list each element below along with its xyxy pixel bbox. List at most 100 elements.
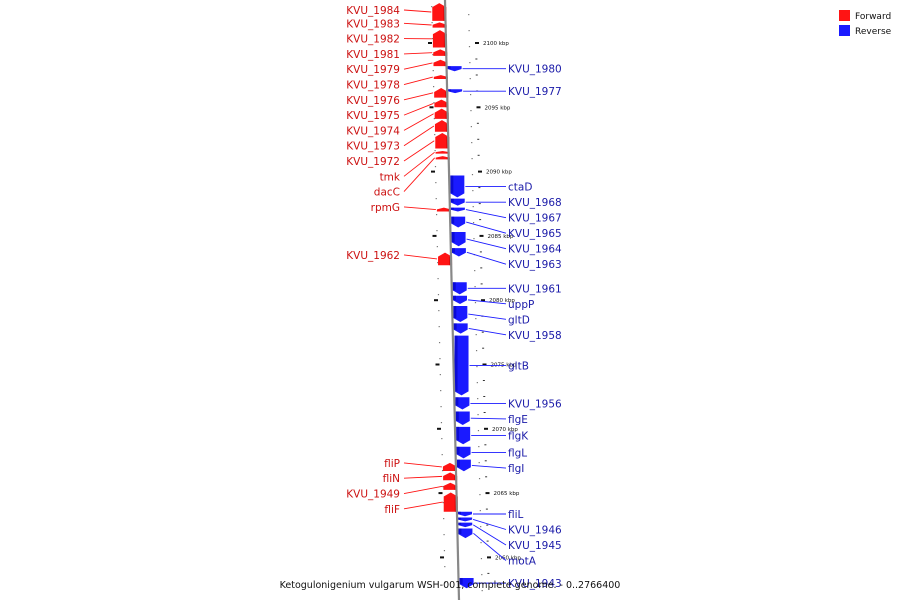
leader-line <box>403 92 434 101</box>
reverse-gene-flgk <box>456 426 471 445</box>
track-dot <box>479 510 481 512</box>
gene-label-gltd: gltD <box>508 314 530 326</box>
reverse-gene-flgk-shade <box>456 426 460 441</box>
reverse-gene-kvu-1967-shade <box>450 207 454 210</box>
scale-minor-tick <box>482 380 485 381</box>
gene-label-kvu-1967: KVU_1967 <box>508 213 562 225</box>
forward-gene-kvu-1975 <box>434 99 449 108</box>
track-dot <box>472 222 475 224</box>
scale-tick-mark-left <box>437 427 442 430</box>
track-dot <box>444 566 446 568</box>
reverse-gene-uppp-shade <box>452 295 456 301</box>
gene-label-kvu-1980: KVU_1980 <box>508 64 562 76</box>
leader-line <box>403 103 434 116</box>
gene-label-kvu-1964: KVU_1964 <box>508 244 562 256</box>
reverse-gene-mota-shade <box>458 528 462 535</box>
reverse-gene-gltb <box>454 335 469 396</box>
leader-line <box>470 417 507 420</box>
reverse-gene-flge-shade <box>455 411 459 421</box>
track-dot <box>436 230 438 232</box>
reverse-gene-kvu-1980 <box>447 66 462 72</box>
scale-minor-tick <box>475 58 478 60</box>
track-dot <box>442 486 444 488</box>
scale-tick-mark-left <box>435 363 440 366</box>
gene-label-kvu-1983: KVU_1983 <box>346 18 400 30</box>
scale-tick-mark <box>485 492 490 495</box>
gene-label-flil: fliL <box>508 509 524 521</box>
reverse-gene-mota <box>458 528 473 539</box>
track-dot <box>443 518 445 520</box>
reverse-gene-kvu-1956 <box>455 397 470 410</box>
reverse-gene-kvu-1963 <box>451 248 466 257</box>
forward-gene-kvu-1982 <box>432 30 447 48</box>
gene-label-flip: fliP <box>384 458 400 470</box>
scale-minor-tick <box>485 476 488 478</box>
reverse-gene-kvu-1958 <box>453 323 468 334</box>
forward-gene-kvu-1981 <box>433 49 448 56</box>
forward-gene-kvu-1978 <box>433 75 448 80</box>
track-dot <box>480 558 483 560</box>
gene-label-tmk: tmk <box>380 171 401 183</box>
track-dot <box>471 158 473 160</box>
scale-minor-tick <box>480 283 483 285</box>
gene-label-mota: motA <box>508 555 537 567</box>
gene-label-dacc: dacC <box>374 187 400 199</box>
gene-label-kvu-1965: KVU_1965 <box>508 228 562 240</box>
scale-tick-label: 2070 kbp <box>492 427 518 433</box>
forward-gene-kvu-1949 <box>443 482 458 490</box>
reverse-gene-uppp <box>452 295 467 305</box>
track-dot <box>433 86 435 88</box>
reverse-gene-kvu-1967 <box>450 207 465 212</box>
forward-gene-kvu-1976 <box>434 88 449 98</box>
forward-gene-kvu-1974 <box>434 108 449 119</box>
forward-gene-flip <box>442 462 457 471</box>
forward-gene-kvu-1962 <box>438 252 453 266</box>
track-dot <box>436 246 438 248</box>
reverse-gene-kvu-1945 <box>458 522 473 528</box>
track-dot <box>443 534 445 536</box>
gene-label-kvu-1962: KVU_1962 <box>346 250 400 262</box>
track-dot <box>476 366 478 368</box>
scale-tick-mark-left <box>438 492 443 495</box>
scale-tick-mark-left <box>429 106 434 109</box>
forward-gene-tmk <box>435 151 450 154</box>
reverse-gene-flgl-shade <box>456 446 460 455</box>
gene-label-flgi: flgI <box>508 463 524 475</box>
reverse-gene-flgl <box>456 446 471 459</box>
track-dot <box>438 342 441 344</box>
reverse-gene-kvu-1946 <box>458 517 473 522</box>
leader-line <box>473 532 507 561</box>
forward-gene-dacc <box>435 156 450 160</box>
genome-caption: Ketogulonigenium vulgarum WSH-001, compl… <box>280 580 621 591</box>
forward-gene-kvu-1979 <box>433 59 448 67</box>
track-dot <box>440 422 443 424</box>
reverse-gene-kvu-1945-shade <box>458 522 462 526</box>
scale-tick-mark <box>476 106 481 109</box>
scale-tick-mark-left <box>440 556 445 559</box>
scale-tick-mark-left <box>428 42 433 44</box>
track-dot <box>477 430 480 432</box>
track-dot <box>433 102 435 104</box>
track-dot <box>475 350 478 352</box>
scale-minor-tick <box>476 122 479 124</box>
scale-minor-tick <box>477 138 480 140</box>
track-dot <box>474 302 477 304</box>
reverse-gene-kvu-1958-shade <box>453 323 457 330</box>
track-dot <box>477 414 479 416</box>
track-dot <box>476 382 478 384</box>
scale-tick-label: 2065 kbp <box>494 491 520 497</box>
track-dot <box>435 198 437 200</box>
scale-tick-mark <box>482 363 487 366</box>
gene-label-flge: flgE <box>508 414 528 426</box>
scale-minor-tick <box>482 347 485 349</box>
gene-label-gltb: gltB <box>508 360 529 372</box>
track-dot <box>435 214 438 216</box>
track-dot <box>437 278 439 280</box>
track-dot <box>475 334 477 336</box>
track-dot <box>481 590 483 592</box>
track-dot <box>441 470 444 472</box>
scale-minor-tick <box>478 203 481 205</box>
track-dot <box>479 494 481 496</box>
track-dot <box>440 406 442 408</box>
